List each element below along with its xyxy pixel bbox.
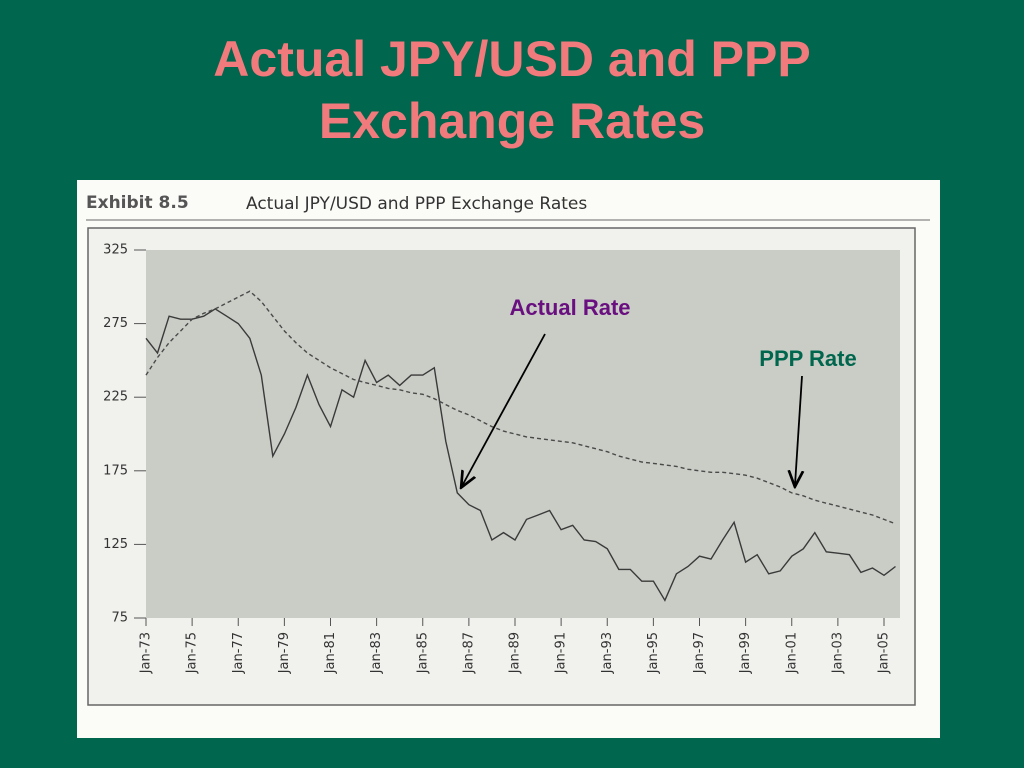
annotation-arrow (462, 333, 546, 486)
x-tick-label: Jan-81 (323, 632, 338, 674)
x-tick-label: Jan-03 (830, 632, 845, 674)
x-tick-label: Jan-85 (415, 632, 430, 674)
x-tick-label: Jan-01 (784, 632, 799, 674)
exhibit-label: Exhibit 8.5 (86, 193, 189, 213)
x-tick-label: Jan-89 (508, 632, 523, 674)
y-tick-label: 325 (103, 243, 128, 258)
series-line (145, 290, 896, 525)
x-tick-label: Jan-87 (461, 632, 476, 674)
chart-title: Actual JPY/USD and PPP Exchange Rates (246, 194, 587, 214)
slide-title: Actual JPY/USD and PPP Exchange Rates (213, 31, 811, 149)
x-tick-label: Jan-79 (277, 632, 292, 674)
x-tick-label: Jan-83 (369, 632, 384, 674)
annotation-arrow (795, 375, 802, 485)
plot-area (146, 250, 900, 618)
x-tick-label: Jan-77 (231, 632, 246, 674)
y-tick-label: 275 (103, 316, 128, 331)
x-tick-label: Jan-93 (600, 632, 615, 674)
x-tick-label: Jan-05 (877, 632, 892, 674)
y-tick-label: 225 (103, 390, 128, 405)
y-tick-label: 125 (103, 537, 128, 552)
y-tick-label: 175 (103, 463, 128, 478)
x-tick-label: Jan-75 (185, 632, 200, 674)
y-tick-label: 75 (111, 611, 128, 626)
x-tick-label: Jan-91 (554, 632, 569, 674)
annotation: Actual Rate (509, 295, 630, 320)
series-line (145, 308, 896, 602)
x-tick-label: Jan-97 (692, 632, 707, 674)
annotation: PPP Rate (759, 346, 856, 371)
x-tick-label: Jan-99 (738, 632, 753, 674)
x-tick-label: Jan-73 (139, 632, 154, 674)
x-tick-label: Jan-95 (646, 632, 661, 674)
